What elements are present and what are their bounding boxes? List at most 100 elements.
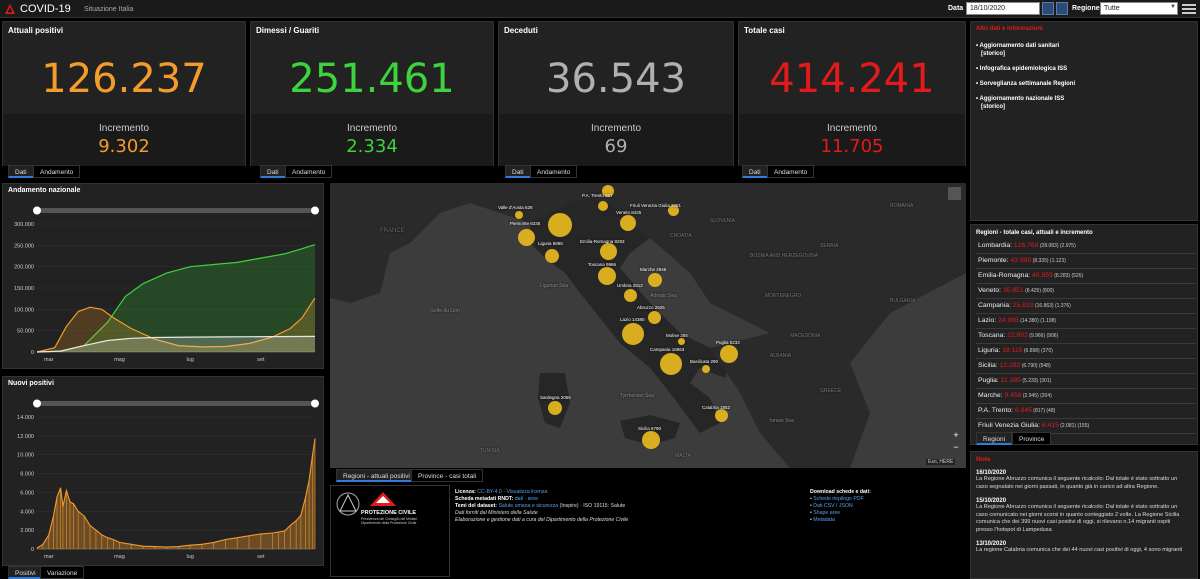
regione-row[interactable]: Liguria: 18.115 (6.898) (370) bbox=[976, 343, 1196, 359]
slider-handle-start[interactable] bbox=[33, 399, 41, 408]
regione-attuali: (817) bbox=[1031, 408, 1045, 414]
tab-variazione[interactable]: Variazione bbox=[40, 566, 85, 579]
bubble-toscana[interactable] bbox=[598, 267, 616, 285]
bubble-liguria[interactable] bbox=[545, 249, 559, 263]
tab-dati[interactable]: Dati bbox=[742, 165, 768, 178]
regione-row[interactable]: Marche: 9.458 (2.945) (204) bbox=[976, 388, 1196, 404]
tab-andamento[interactable]: Andamento bbox=[285, 165, 333, 178]
tab-dati[interactable]: Dati bbox=[260, 165, 286, 178]
kpi-title: Totale casi bbox=[744, 26, 785, 35]
range-slider[interactable] bbox=[37, 401, 315, 406]
kpi-dimessi-panel: Dimessi / Guariti 251.461 Incremento 2.3… bbox=[250, 21, 494, 166]
y-tick-label: 50.000 bbox=[17, 329, 34, 335]
regione-row[interactable]: Sicilia: 12.292 (6.790) (548) bbox=[976, 358, 1196, 374]
note-panel[interactable]: Note 16/10/2020 La Regione Abruzzo comun… bbox=[970, 451, 1198, 579]
regione-row[interactable]: Lazio: 24.988 (14.380) (1.198) bbox=[976, 313, 1196, 329]
regione-name: Sicilia: bbox=[978, 362, 1000, 369]
theme-link[interactable]: Salute umana e sicurezza bbox=[498, 503, 559, 509]
bubble-basilicata[interactable] bbox=[702, 365, 710, 373]
x-tick-label: lug bbox=[186, 554, 193, 560]
regione-name: Friuli Venezia Giulia: bbox=[978, 422, 1042, 429]
map-label-montenegro: MONTENEGRO bbox=[765, 293, 802, 299]
tab-andamento[interactable]: Andamento bbox=[530, 165, 578, 178]
bubble-calabria[interactable] bbox=[715, 409, 728, 422]
tab-regioni[interactable]: Regioni bbox=[976, 432, 1013, 445]
map-label-serbia: SERBIA bbox=[820, 243, 839, 249]
bubble-molise[interactable] bbox=[678, 338, 685, 345]
regioni-panel: Regioni - totale casi, attuali e increme… bbox=[970, 224, 1198, 445]
slider-handle-start[interactable] bbox=[33, 206, 41, 215]
slider-handle-end[interactable] bbox=[311, 206, 319, 215]
protezione-civile-box: PROTEZIONE CIVILE Presidenza del Consigl… bbox=[330, 485, 450, 577]
map-label-bosnia: BOSNIA AND HERZEGOVINA bbox=[750, 253, 819, 259]
map-view[interactable]: FRANCE SLOVENIA CROATIA ROMANIA SERBIA B… bbox=[330, 183, 966, 468]
bubble-marche[interactable] bbox=[648, 273, 662, 287]
note-date: 15/10/2020 bbox=[976, 498, 1007, 504]
series-line bbox=[36, 297, 316, 353]
bubble-emilia[interactable] bbox=[600, 243, 617, 260]
regione-row[interactable]: Campania: 25.819 (16.863) (1.376) bbox=[976, 298, 1196, 314]
download-shape-link[interactable]: Shape aree bbox=[813, 510, 841, 516]
tab-andamento[interactable]: Andamento bbox=[33, 165, 81, 178]
legend-toggle-icon[interactable] bbox=[948, 187, 961, 200]
regione-row[interactable]: Puglia: 11.385 (5.233) (301) bbox=[976, 373, 1196, 389]
bubble-puglia[interactable] bbox=[720, 345, 738, 363]
regione-row[interactable]: Friuli Venezia Giulia: 6.415 (2.081) (15… bbox=[976, 418, 1196, 434]
metadata-links[interactable]: dati · aree bbox=[514, 496, 539, 502]
x-tick-label: lug bbox=[186, 357, 193, 363]
increment-value: 11.705 bbox=[820, 136, 884, 157]
download-csv-link[interactable]: Dati CSV / JSON bbox=[813, 503, 853, 509]
tab-positivi[interactable]: Positivi bbox=[8, 566, 43, 579]
info-link-infografica[interactable]: • Infografica epidemiologica ISS bbox=[976, 66, 1068, 72]
bubble-friuli[interactable] bbox=[668, 205, 679, 216]
regione-row[interactable]: Piemonte: 43.990 (8.335) (1.123) bbox=[976, 253, 1196, 269]
regione-row[interactable]: Toscana: 22.802 (9.966) (906) bbox=[976, 328, 1196, 344]
tab-regioni-attuali[interactable]: Regioni - attuali positivi bbox=[336, 469, 417, 482]
zoom-out-icon[interactable]: − bbox=[953, 442, 959, 452]
bubble-piemonte[interactable] bbox=[518, 229, 535, 246]
regione-name: P.A. Trento: bbox=[978, 407, 1015, 414]
bubble-valle-aosta[interactable] bbox=[515, 211, 523, 219]
info-link-iss[interactable]: • Aggiornamento nazionale ISS [storico] bbox=[976, 96, 1065, 110]
download-metadata-link[interactable]: Metadata bbox=[813, 517, 835, 523]
regione-row[interactable]: Emilia-Romagna: 40.859 (8.283) (526) bbox=[976, 268, 1196, 284]
clock-icon[interactable] bbox=[1056, 2, 1068, 15]
info-link-aggiornamento[interactable]: • Aggiornamento dati sanitari [storico] bbox=[976, 43, 1060, 57]
bubble-lazio[interactable] bbox=[622, 323, 644, 345]
bubble-label: Campania 16863 bbox=[650, 347, 685, 352]
view-license-link[interactable]: Visualizza licenza bbox=[506, 489, 548, 495]
tab-dati[interactable]: Dati bbox=[8, 165, 34, 178]
slider-handle-end[interactable] bbox=[311, 399, 319, 408]
regione-row[interactable]: Lombardia: 126.768 (28.083) (2.975) bbox=[976, 238, 1196, 254]
calendar-icon[interactable] bbox=[1042, 2, 1054, 15]
bubble-sicilia[interactable] bbox=[642, 431, 660, 449]
menu-icon[interactable] bbox=[1182, 3, 1196, 15]
bubble-sardegna[interactable] bbox=[548, 401, 562, 415]
regione-row[interactable]: Veneto: 35.851 (8.425) (800) bbox=[976, 283, 1196, 299]
note-date: 13/10/2020 bbox=[976, 541, 1007, 547]
y-tick-label: 14.000 bbox=[17, 415, 34, 421]
bubble-label: Sardegna 2056 bbox=[540, 395, 571, 400]
bubble-umbria[interactable] bbox=[624, 289, 637, 302]
bubble-veneto[interactable] bbox=[620, 215, 636, 231]
tab-province-casi[interactable]: Province - casi totali bbox=[411, 469, 484, 482]
info-link-sorveglianza[interactable]: • Sorveglianza settimanale Regioni bbox=[976, 81, 1076, 87]
regione-row[interactable]: P.A. Trento: 6.845 (817) (48) bbox=[976, 403, 1196, 419]
bubble-abruzzo[interactable] bbox=[648, 311, 661, 324]
zoom-in-icon[interactable]: + bbox=[953, 430, 959, 440]
license-link[interactable]: CC-BY-4.0 bbox=[477, 489, 502, 495]
regione-total: 24.988 bbox=[998, 317, 1019, 324]
bubble-label: Molise 355 bbox=[666, 333, 688, 338]
regione-select[interactable]: Tutte bbox=[1100, 2, 1178, 15]
bubble-lombardia[interactable] bbox=[548, 213, 572, 237]
bubble-campania[interactable] bbox=[660, 353, 682, 375]
date-input[interactable]: 18/10/2020 bbox=[966, 2, 1040, 15]
tab-andamento[interactable]: Andamento bbox=[767, 165, 815, 178]
bubble-bolzano[interactable] bbox=[598, 201, 608, 211]
map-label-croatia: CROATIA bbox=[670, 233, 692, 239]
bubble-trento[interactable] bbox=[602, 185, 614, 197]
download-pdf-link[interactable]: Schede riepilogo PDF bbox=[813, 496, 864, 502]
tab-province[interactable]: Province bbox=[1012, 432, 1052, 445]
tab-dati[interactable]: Dati bbox=[505, 165, 531, 178]
range-slider[interactable] bbox=[37, 208, 315, 213]
